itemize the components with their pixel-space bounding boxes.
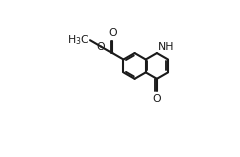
Text: H$_3$C: H$_3$C xyxy=(67,33,89,47)
Text: O: O xyxy=(97,42,105,52)
Text: O: O xyxy=(153,94,161,104)
Text: NH: NH xyxy=(158,42,174,52)
Text: O: O xyxy=(108,28,117,38)
